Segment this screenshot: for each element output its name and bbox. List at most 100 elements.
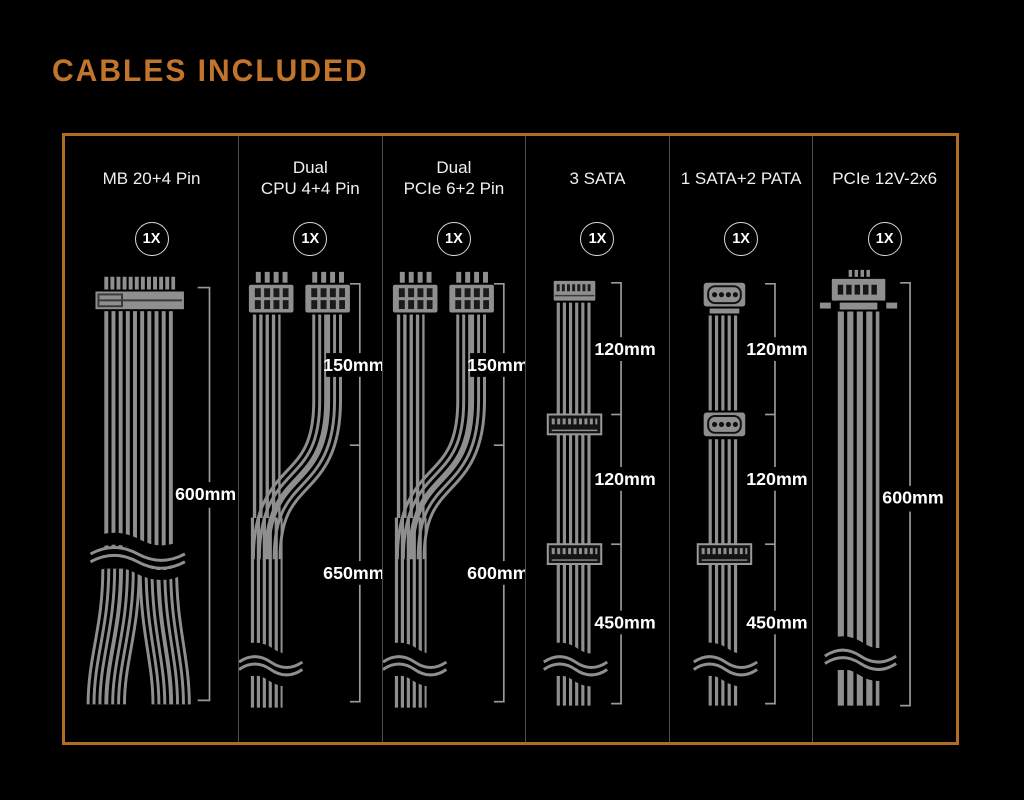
length-label-bg (326, 353, 382, 377)
measure-bracket (493, 282, 505, 703)
cable-art-12v2x6: 600mm (818, 269, 944, 707)
measure-bracket (349, 282, 361, 703)
cable-ribbon (708, 314, 741, 706)
length-label: 120mm (746, 469, 807, 489)
cable-name: PCIe 12V-2x6 (832, 168, 938, 188)
cable-art-pcie: 150mm 600mm (382, 271, 526, 708)
connector-sata-icon (551, 278, 598, 303)
cable-figure: 120mm 120mm 450mm (670, 262, 813, 742)
connector-pata-icon (701, 410, 748, 439)
cable-break-wave (382, 642, 450, 687)
cable-name: Dual (292, 158, 328, 177)
length-label-bg (326, 561, 382, 585)
length-label: 120mm (746, 339, 807, 359)
connector-sata-icon (546, 413, 603, 436)
connector-sata-icon (546, 543, 603, 566)
cable-figure: 600mm (65, 262, 238, 742)
connector-8pin-icon (303, 271, 352, 315)
column-header: PCIe 12V-2x6 (813, 136, 956, 220)
cable-column-mb-20-4: MB 20+4 Pin 1X (65, 136, 239, 742)
cable-ribbon (838, 311, 880, 706)
cable-column-sata-pata: 1 SATA+2 PATA 1X (670, 136, 814, 742)
cables-panel: MB 20+4 Pin 1X (62, 133, 959, 745)
cable-name: MB 20+4 Pin (102, 168, 201, 188)
column-header: 3 SATA (526, 136, 669, 220)
measure-bracket (764, 282, 776, 705)
connector-sata-icon (696, 543, 752, 566)
length-label: 150mm (467, 355, 525, 375)
qty-label: 1X (293, 222, 328, 256)
cable-column-pcie-6-2: Dual PCIe 6+2 Pin 1X (382, 136, 527, 742)
qty-badge: 1X (580, 222, 615, 262)
cable-break-wave (239, 642, 306, 687)
connector-12v-2x6-icon (818, 269, 900, 312)
cable-break-wave (540, 642, 611, 687)
cable-break-wave (821, 636, 900, 681)
qty-label: 1X (867, 222, 902, 256)
length-label: 450mm (595, 612, 656, 632)
length-label-bg (749, 466, 805, 491)
cable-ribbon (86, 309, 191, 705)
length-label: 600mm (175, 484, 236, 504)
qty-badge: 1X (134, 222, 169, 262)
cable-fanout (86, 568, 191, 705)
cable-name: Dual (436, 158, 472, 177)
measure-bracket (611, 281, 623, 705)
cable-art-cpu: 150mm 650mm (239, 271, 382, 708)
qty-label: 1X (580, 222, 615, 256)
length-label: 150mm (323, 355, 381, 375)
cable-figure: 150mm 650mm (239, 262, 382, 742)
cable-name-line2: PCIe 6+2 Pin (403, 179, 505, 198)
qty-badge: 1X (436, 222, 471, 262)
length-label-bg (469, 561, 526, 585)
cable-ribbon (250, 312, 283, 708)
cable-name: 1 SATA+2 PATA (680, 168, 802, 188)
page-title: CABLES INCLUDED (52, 54, 369, 89)
column-header: Dual PCIe 6+2 Pin (383, 136, 526, 220)
qty-badge: 1X (293, 222, 328, 262)
connector-8pin-icon (446, 271, 496, 315)
column-header: Dual CPU 4+4 Pin (239, 136, 382, 220)
qty-label: 1X (134, 222, 169, 256)
qty-label: 1X (436, 222, 471, 256)
length-label-bg (749, 610, 805, 635)
connector-24pin-icon (93, 276, 186, 312)
connector-8pin-icon (246, 271, 296, 315)
cable-break-wave (87, 532, 188, 580)
length-label-bg (469, 353, 526, 377)
cable-name-line2: CPU 4+4 Pin (260, 179, 360, 198)
connector-8pin-icon (390, 271, 440, 315)
cable-art-sata: 120mm 120mm 450mm (540, 278, 656, 706)
cable-column-cpu-4-4: Dual CPU 4+4 Pin 1X (239, 136, 383, 742)
qty-label: 1X (724, 222, 759, 256)
connector-pata-icon (701, 280, 748, 316)
cable-column-3-sata: 3 SATA 1X (526, 136, 670, 742)
cable-column-12v-2x6: PCIe 12V-2x6 1X (813, 136, 956, 742)
length-label-bg (177, 482, 235, 508)
cable-ribbon (556, 301, 593, 706)
cable-art-sata-pata: 120mm 120mm 450mm (690, 280, 807, 706)
length-label: 120mm (595, 339, 656, 359)
cable-figure: 600mm (813, 262, 956, 742)
length-label: 450mm (746, 612, 807, 632)
length-label-bg (597, 466, 653, 491)
cable-art-mb: 600mm (86, 276, 236, 705)
length-label-bg (749, 337, 805, 362)
length-label: 600mm (467, 563, 525, 583)
column-header: 1 SATA+2 PATA (670, 136, 813, 220)
length-label: 120mm (595, 469, 656, 489)
column-header: MB 20+4 Pin (65, 136, 238, 220)
qty-badge: 1X (867, 222, 902, 262)
length-label-bg (597, 337, 653, 362)
cable-figure: 120mm 120mm 450mm (526, 262, 669, 742)
length-label: 600mm (883, 488, 944, 508)
length-label-bg (884, 485, 943, 512)
qty-badge: 1X (724, 222, 759, 262)
cable-break-wave (690, 642, 761, 687)
cable-name: 3 SATA (569, 168, 626, 188)
length-label-bg (597, 610, 653, 635)
length-label: 650mm (323, 563, 381, 583)
cable-figure: 150mm 600mm (382, 262, 526, 742)
cable-ribbon (394, 312, 427, 708)
